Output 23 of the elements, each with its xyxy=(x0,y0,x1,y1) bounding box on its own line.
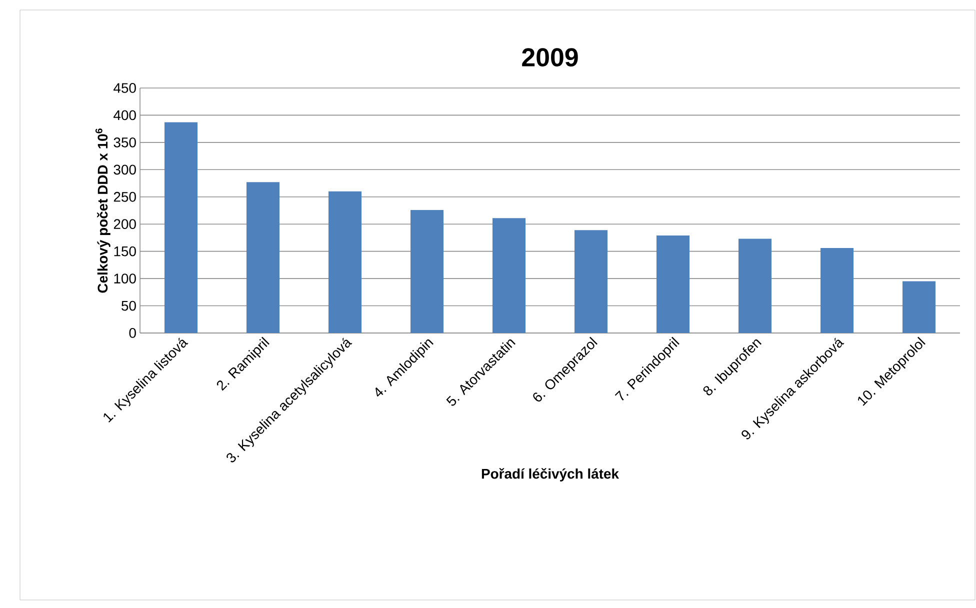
y-tick-label: 0 xyxy=(129,328,136,338)
y-tick-label: 150 xyxy=(114,246,136,256)
y-axis-title: Celkový počet DDD x 10$^{6}$ xyxy=(95,128,110,293)
bar xyxy=(574,230,608,333)
bar xyxy=(328,191,362,333)
bar xyxy=(902,281,936,333)
y-tick-label: 100 xyxy=(114,274,136,284)
x-axis-title: Pořadí léčivých látek xyxy=(482,468,620,482)
y-tick-label: 450 xyxy=(114,83,136,93)
bar xyxy=(410,210,444,333)
y-tick-label: 250 xyxy=(114,192,136,202)
bar xyxy=(492,218,526,333)
bar xyxy=(820,248,854,333)
bar xyxy=(164,122,198,333)
y-tick-label: 50 xyxy=(122,300,136,311)
y-tick-label: 200 xyxy=(114,219,136,230)
bar xyxy=(246,182,280,333)
bar xyxy=(738,238,772,333)
chart-title: 2009 xyxy=(522,48,578,66)
y-tick-label: 350 xyxy=(114,137,136,148)
y-tick-label: 400 xyxy=(114,110,136,120)
bar xyxy=(656,236,690,333)
y-tick-label: 300 xyxy=(114,164,136,175)
